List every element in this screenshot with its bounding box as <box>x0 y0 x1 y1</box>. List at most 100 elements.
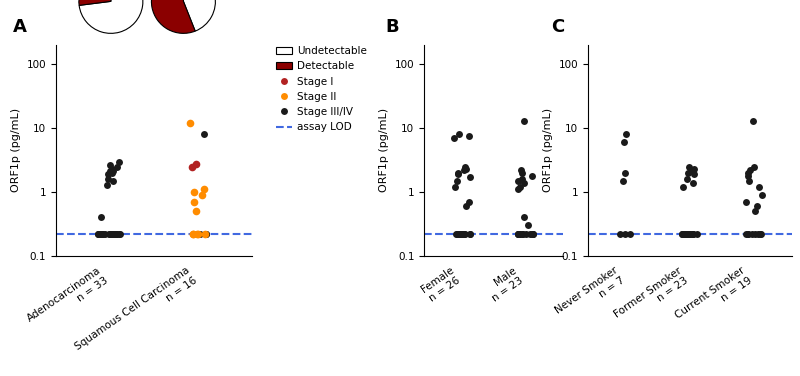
Point <box>106 168 119 174</box>
Point <box>676 184 689 190</box>
Point <box>192 231 205 237</box>
Point <box>514 184 526 190</box>
Point <box>451 231 464 237</box>
Point <box>462 133 475 139</box>
Point <box>114 231 126 237</box>
Point <box>676 231 689 237</box>
Point <box>106 231 119 237</box>
Point <box>518 214 530 220</box>
Point <box>454 231 466 237</box>
Point <box>742 173 755 179</box>
Point <box>450 231 463 237</box>
Point <box>110 231 123 237</box>
Point <box>526 231 539 237</box>
Wedge shape <box>79 0 111 5</box>
Point <box>618 231 631 237</box>
Point <box>94 231 106 237</box>
Wedge shape <box>183 0 215 31</box>
Point <box>512 231 525 237</box>
Point <box>188 199 201 205</box>
Point <box>686 231 699 237</box>
Point <box>452 131 465 137</box>
Point <box>682 170 694 176</box>
Point <box>102 171 114 177</box>
Point <box>511 177 524 183</box>
Point <box>526 173 539 179</box>
Point <box>103 168 116 174</box>
Point <box>450 177 463 183</box>
Point <box>458 231 470 237</box>
Point <box>739 199 752 205</box>
Point <box>106 166 118 172</box>
Text: C: C <box>551 18 564 36</box>
Point <box>682 164 695 170</box>
Point <box>189 161 202 167</box>
Point <box>100 182 113 188</box>
Point <box>682 231 695 237</box>
Point <box>190 208 202 214</box>
Point <box>676 231 689 237</box>
Point <box>454 231 467 237</box>
Point <box>106 231 118 237</box>
Point <box>513 231 526 237</box>
Point <box>95 231 108 237</box>
Point <box>98 231 111 237</box>
Point <box>515 170 528 176</box>
Point <box>749 231 762 237</box>
Point <box>102 176 114 182</box>
Point <box>108 231 121 237</box>
Point <box>113 231 126 237</box>
Point <box>518 118 530 124</box>
Point <box>198 131 210 137</box>
Point <box>749 208 762 214</box>
Point <box>96 231 109 237</box>
Point <box>463 231 476 237</box>
Point <box>690 231 703 237</box>
Point <box>751 231 764 237</box>
Point <box>686 231 699 237</box>
Point <box>522 222 534 228</box>
Point <box>678 231 691 237</box>
Point <box>104 231 117 237</box>
Legend: Undetectable, Detectable, Stage I, Stage II, Stage III/IV, assay LOD: Undetectable, Detectable, Stage I, Stage… <box>276 46 366 132</box>
Point <box>519 231 532 237</box>
Point <box>92 231 105 237</box>
Point <box>746 118 759 124</box>
Point <box>679 231 692 237</box>
Point <box>110 231 122 237</box>
Point <box>681 231 694 237</box>
Point <box>687 180 700 186</box>
Point <box>753 184 766 190</box>
Point <box>451 170 464 176</box>
Point <box>680 231 693 237</box>
Point <box>526 231 539 237</box>
Point <box>619 170 632 176</box>
Point <box>754 231 766 237</box>
Point <box>198 231 211 237</box>
Point <box>512 231 525 237</box>
Point <box>457 231 470 237</box>
Point <box>620 131 633 137</box>
Point <box>103 231 116 237</box>
Text: A: A <box>13 18 26 36</box>
Point <box>617 139 630 145</box>
Point <box>511 186 524 192</box>
Point <box>515 231 528 237</box>
Point <box>106 170 118 176</box>
Point <box>754 231 767 237</box>
Point <box>740 231 753 237</box>
Point <box>198 186 210 192</box>
Point <box>614 231 627 237</box>
Point <box>748 164 761 170</box>
Y-axis label: ORF1p (pg/mL): ORF1p (pg/mL) <box>11 108 21 193</box>
Point <box>742 170 755 176</box>
Point <box>107 177 120 183</box>
Point <box>456 231 469 237</box>
Point <box>742 231 754 237</box>
Point <box>458 167 470 173</box>
Wedge shape <box>151 0 195 33</box>
Point <box>686 168 698 174</box>
Point <box>186 231 199 237</box>
Point <box>742 231 754 237</box>
Point <box>195 192 208 198</box>
